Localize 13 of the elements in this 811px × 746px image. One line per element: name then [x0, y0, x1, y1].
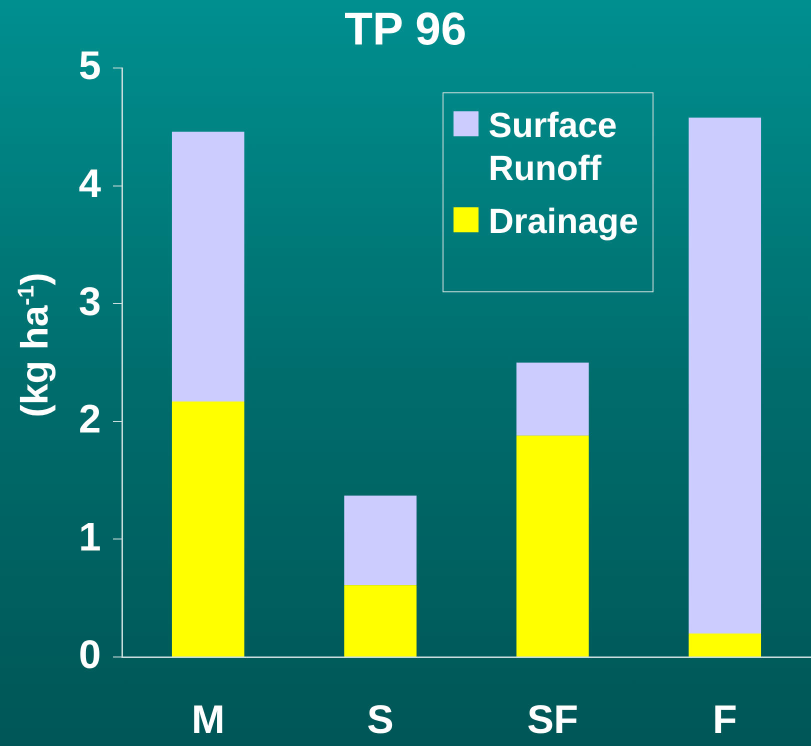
x-tick-label: S [367, 698, 394, 742]
chart-title: TP 96 [344, 2, 466, 54]
y-tick-label: 2 [78, 398, 101, 442]
y-tick-label: 0 [78, 633, 101, 678]
x-tick-label: M [191, 698, 225, 742]
legend-label: Surface Runoff [488, 106, 617, 188]
y-tick-label: 5 [78, 44, 101, 88]
y-tick-label: 4 [78, 162, 102, 206]
legend-label: Drainage [488, 202, 638, 242]
y-tick-label: 1 [78, 515, 101, 560]
x-tick-label: SF [527, 698, 578, 742]
y-tick-label: 3 [78, 280, 101, 324]
x-tick-label: F [712, 698, 738, 742]
